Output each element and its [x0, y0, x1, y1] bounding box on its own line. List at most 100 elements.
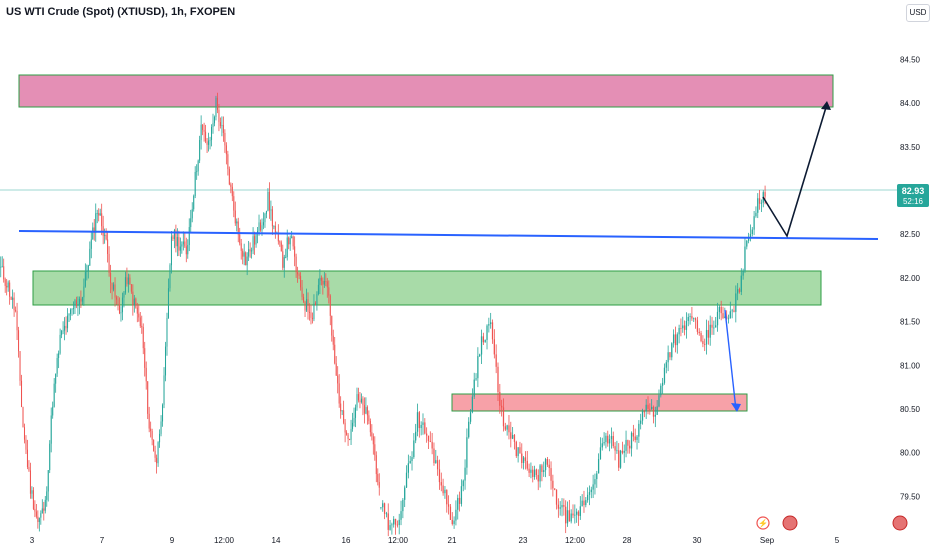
- candle-body[interactable]: [37, 516, 39, 522]
- candle-body[interactable]: [193, 195, 195, 210]
- candle-body[interactable]: [248, 249, 250, 257]
- candle-body[interactable]: [683, 325, 686, 330]
- candle-body[interactable]: [316, 294, 318, 305]
- candle-body[interactable]: [614, 446, 616, 451]
- candle-body[interactable]: [349, 438, 351, 440]
- candle-body[interactable]: [114, 284, 116, 298]
- candle-body[interactable]: [138, 313, 140, 318]
- candle-body[interactable]: [211, 127, 213, 140]
- candle-body[interactable]: [409, 460, 411, 464]
- candle-body[interactable]: [157, 442, 159, 464]
- candle-body[interactable]: [663, 367, 666, 383]
- candle-body[interactable]: [68, 313, 70, 316]
- candle-body[interactable]: [288, 237, 290, 245]
- candle-body[interactable]: [3, 266, 5, 280]
- candle-body[interactable]: [254, 236, 256, 245]
- candle-body[interactable]: [132, 291, 134, 306]
- candle-body[interactable]: [289, 238, 291, 245]
- candle-body[interactable]: [440, 482, 442, 486]
- candle-body[interactable]: [75, 300, 77, 306]
- candle-body[interactable]: [546, 459, 549, 465]
- candle-body[interactable]: [453, 520, 455, 525]
- candle-body[interactable]: [557, 504, 560, 509]
- candle-body[interactable]: [594, 479, 596, 485]
- candle-body[interactable]: [431, 441, 433, 449]
- candle-body[interactable]: [271, 209, 273, 227]
- candle-body[interactable]: [674, 334, 677, 346]
- candle-body[interactable]: [687, 317, 689, 321]
- candle-body[interactable]: [696, 320, 699, 332]
- candle-body[interactable]: [25, 439, 27, 450]
- candle-body[interactable]: [22, 406, 24, 428]
- candle-body[interactable]: [446, 489, 448, 505]
- candle-body[interactable]: [340, 403, 342, 412]
- candle-body[interactable]: [96, 213, 98, 214]
- candle-body[interactable]: [757, 198, 759, 213]
- candle-body[interactable]: [274, 225, 276, 234]
- candle-body[interactable]: [71, 308, 73, 310]
- candle-body[interactable]: [737, 289, 739, 294]
- candle-body[interactable]: [543, 470, 545, 472]
- candle-body[interactable]: [227, 154, 229, 170]
- candle-body[interactable]: [764, 192, 766, 197]
- candle-body[interactable]: [424, 422, 426, 434]
- candle-body[interactable]: [667, 352, 669, 363]
- candle-body[interactable]: [325, 281, 327, 282]
- candle-body[interactable]: [561, 505, 563, 508]
- candle-body[interactable]: [711, 324, 713, 328]
- candle-body[interactable]: [326, 281, 328, 288]
- candle-body[interactable]: [568, 510, 570, 522]
- candle-body[interactable]: [307, 299, 309, 312]
- candle-body[interactable]: [194, 171, 196, 196]
- candle-body[interactable]: [577, 511, 580, 516]
- candle-body[interactable]: [447, 504, 450, 507]
- candle-body[interactable]: [41, 508, 43, 514]
- candle-body[interactable]: [301, 287, 303, 297]
- candle-body[interactable]: [129, 277, 131, 285]
- candle-body[interactable]: [669, 352, 671, 358]
- candle-body[interactable]: [255, 233, 257, 245]
- candle-body[interactable]: [347, 434, 349, 439]
- candle-body[interactable]: [228, 169, 230, 185]
- candle-body[interactable]: [491, 322, 494, 340]
- candle-body[interactable]: [501, 405, 503, 408]
- candle-body[interactable]: [240, 243, 242, 251]
- candle-body[interactable]: [477, 356, 479, 379]
- candle-body[interactable]: [167, 288, 169, 318]
- candle-body[interactable]: [753, 216, 755, 230]
- candle-body[interactable]: [133, 298, 135, 306]
- candle-body[interactable]: [550, 468, 552, 481]
- candle-body[interactable]: [127, 277, 129, 285]
- candle-body[interactable]: [755, 212, 757, 217]
- candle-body[interactable]: [197, 160, 199, 172]
- candle-body[interactable]: [484, 339, 486, 343]
- candle-body[interactable]: [356, 394, 358, 408]
- candle-body[interactable]: [563, 505, 565, 507]
- candle-body[interactable]: [222, 125, 224, 133]
- candle-body[interactable]: [519, 447, 521, 454]
- candle-body[interactable]: [19, 351, 21, 381]
- candle-body[interactable]: [55, 373, 57, 384]
- candle-body[interactable]: [359, 400, 361, 403]
- candle-body[interactable]: [144, 348, 146, 368]
- candle-body[interactable]: [295, 256, 297, 273]
- candle-body[interactable]: [533, 469, 536, 478]
- candle-body[interactable]: [153, 439, 155, 451]
- candle-body[interactable]: [640, 420, 642, 424]
- candle-body[interactable]: [4, 279, 6, 286]
- candle-body[interactable]: [249, 249, 251, 252]
- candle-body[interactable]: [521, 453, 523, 464]
- candle-body[interactable]: [482, 336, 485, 343]
- candle-body[interactable]: [93, 227, 95, 233]
- candle-body[interactable]: [513, 434, 516, 442]
- candle-body[interactable]: [337, 375, 339, 384]
- candle-body[interactable]: [555, 489, 558, 505]
- candle-body[interactable]: [32, 490, 34, 509]
- candle-body[interactable]: [473, 379, 475, 397]
- candle-body[interactable]: [50, 415, 52, 444]
- candle-body[interactable]: [308, 311, 311, 313]
- candle-body[interactable]: [77, 305, 79, 307]
- candle-body[interactable]: [29, 470, 31, 494]
- candle-body[interactable]: [661, 382, 664, 386]
- candle-body[interactable]: [411, 457, 413, 461]
